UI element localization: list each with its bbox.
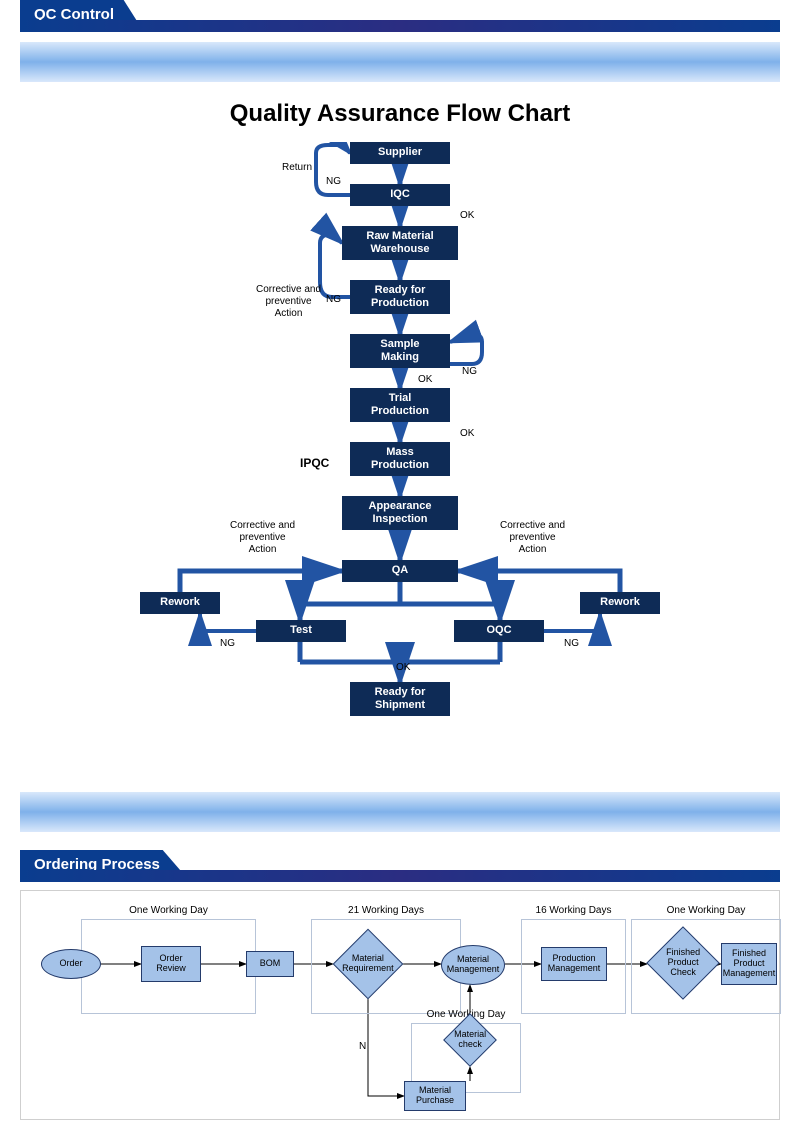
order-node-fpm: FinishedProductManagement [721, 943, 777, 985]
stage-title-s3: 16 Working Days [521, 905, 626, 916]
order-node-mat_purchase: MaterialPurchase [404, 1081, 466, 1111]
qa-flowchart: Supplier IQC Raw MaterialWarehouse Ready fo… [20, 142, 780, 782]
qa-node-test: Test [256, 620, 346, 642]
ordering-section-header: Ordering Process [0, 850, 800, 882]
order-node-order: Order [41, 949, 101, 979]
qa-node-qa: QA [342, 560, 458, 582]
qa-label-ok4: OK [396, 662, 410, 674]
stage-title-s4: One Working Day [631, 905, 781, 916]
qa-label-return: Return [282, 162, 312, 174]
qa-label-ng_r: NG [564, 638, 579, 650]
qa-title: Quality Assurance Flow Chart [0, 100, 800, 128]
ordering-flowchart: One Working Day 21 Working Days 16 Working… [20, 890, 780, 1120]
qc-section-header: QC Control [0, 0, 800, 32]
qa-label-corr_l: Corrective andpreventiveAction [230, 520, 295, 556]
stage-title-s1: One Working Day [81, 905, 256, 916]
qa-label-ng3: NG [462, 366, 477, 378]
stage-title-s2: 21 Working Days [311, 905, 461, 916]
qa-label-ng_l: NG [220, 638, 235, 650]
qa-label-corr_r: Corrective andpreventiveAction [500, 520, 565, 556]
qa-label-ng2: NG [326, 294, 341, 306]
qa-node-ship: Ready forShipment [350, 682, 450, 716]
qa-label-ok2: OK [418, 374, 432, 386]
qa-label-ok1: OK [460, 210, 474, 222]
order-label-N: N [359, 1041, 366, 1053]
gradient-bar-1 [20, 20, 780, 32]
qa-node-ready_prod: Ready forProduction [350, 280, 450, 314]
qa-label-ng1: NG [326, 176, 341, 188]
qa-node-mass: MassProduction [350, 442, 450, 476]
qa-node-appear: AppearanceInspection [342, 496, 458, 530]
qa-node-rework_r: Rework [580, 592, 660, 614]
order-node-prod_mgmt: ProductionManagement [541, 947, 607, 981]
qa-node-oqc: OQC [454, 620, 544, 642]
order-node-bom: BOM [246, 951, 294, 977]
qa-label-corr1: Corrective andpreventiveAction [256, 284, 321, 320]
gradient-bar-2 [20, 870, 780, 882]
qa-node-iqc: IQC [350, 184, 450, 206]
qa-node-rework_l: Rework [140, 592, 220, 614]
qa-node-supplier: Supplier [350, 142, 450, 164]
qa-label-ok3: OK [460, 428, 474, 440]
fade-band-bottom [20, 792, 780, 832]
qa-node-sample: SampleMaking [350, 334, 450, 368]
fade-band-top [20, 42, 780, 82]
qa-node-raw: Raw MaterialWarehouse [342, 226, 458, 260]
order-node-mat_mgmt: MaterialManagement [441, 945, 505, 985]
qa-label-ipqc: IPQC [300, 456, 329, 470]
qa-node-trial: TrialProduction [350, 388, 450, 422]
order-node-review: OrderReview [141, 946, 201, 982]
